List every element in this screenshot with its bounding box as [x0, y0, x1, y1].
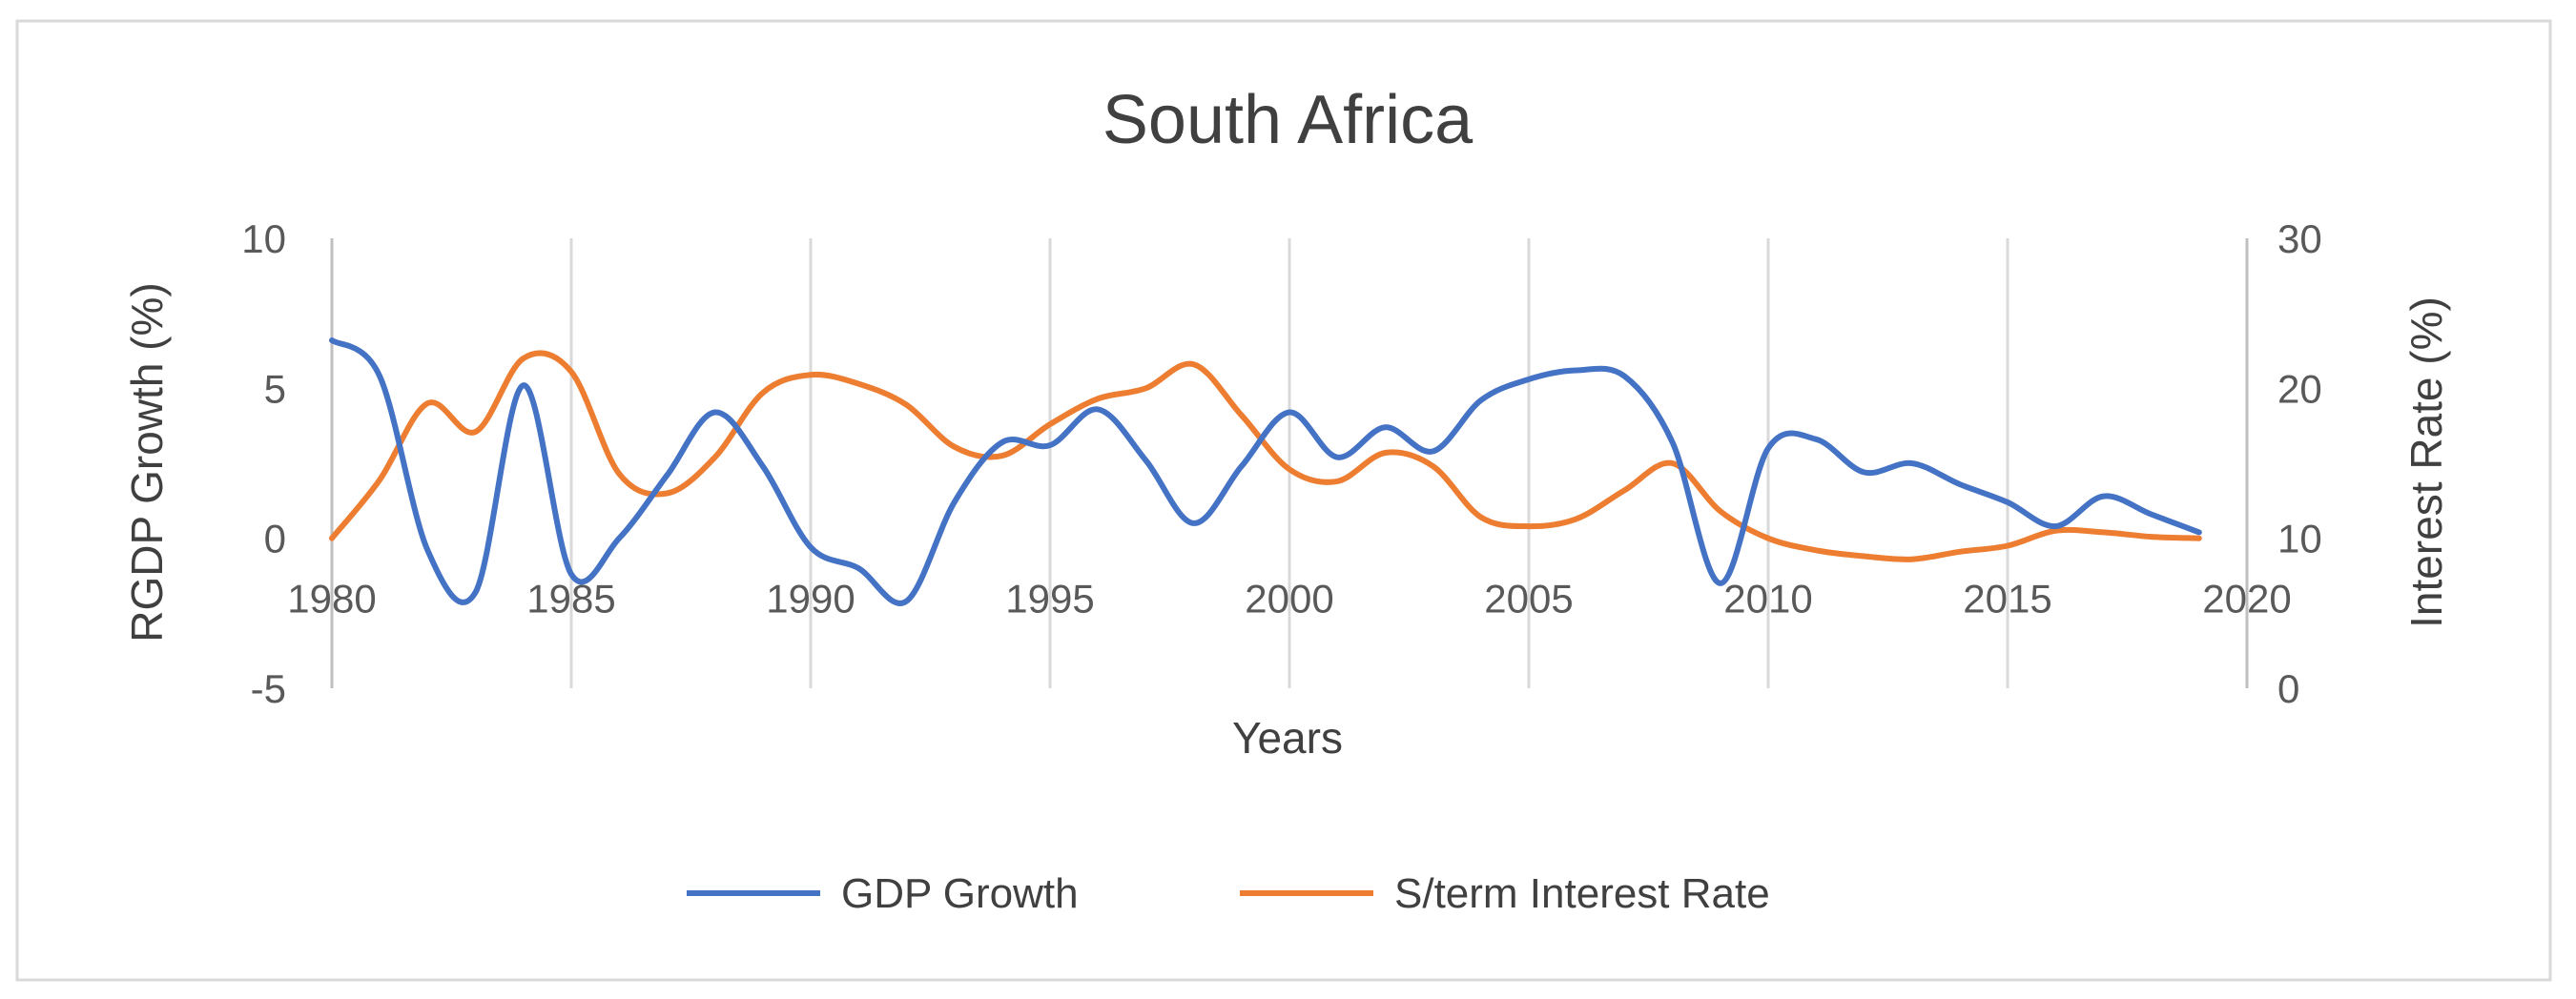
x-tick-label: 1995 — [1005, 577, 1094, 622]
x-tick-label: 1985 — [526, 577, 615, 622]
y-right-tick-label: 10 — [2277, 517, 2322, 561]
grid-lines — [569, 238, 2249, 688]
x-tick-label: 2020 — [2202, 577, 2291, 622]
y-left-tick-label: -5 — [251, 666, 286, 711]
y-right-tick-label: 20 — [2277, 366, 2322, 411]
x-tick-label: 2005 — [1484, 577, 1573, 622]
y-left-tick-labels: -5 0 5 10 — [241, 216, 286, 711]
y-left-tick-label: 5 — [264, 366, 286, 411]
x-tick-label: 2000 — [1245, 577, 1333, 622]
x-tick-label: 1990 — [766, 577, 855, 622]
series-line-interest-rate — [329, 350, 2202, 562]
y-right-tick-label: 30 — [2277, 216, 2322, 261]
y-right-tick-labels: 0 10 20 30 — [2277, 216, 2322, 711]
chart-title: South Africa — [1103, 82, 1473, 158]
x-tick-labels: 1980 1985 1990 1995 2000 2005 2010 2015 2020 — [287, 577, 2291, 622]
x-axis-title: Years — [1232, 713, 1343, 763]
y-left-tick-label: 10 — [241, 216, 286, 261]
axis-lines — [330, 238, 2249, 688]
series-line-gdp-growth — [329, 337, 2202, 606]
chart-border — [15, 19, 2552, 982]
x-tick-label: 2010 — [1723, 577, 1812, 622]
y-left-tick-label: 0 — [264, 517, 286, 561]
legend-label-gdp-growth: GDP Growth — [841, 870, 1079, 917]
y-axis-right-title: Interest Rate (%) — [2401, 296, 2451, 628]
y-right-tick-label: 0 — [2277, 666, 2299, 711]
x-tick-label: 1980 — [287, 577, 376, 622]
x-tick-label: 2015 — [1963, 577, 2051, 622]
y-axis-left-title: RGDP Growth (%) — [122, 282, 172, 642]
legend-label-interest-rate: S/term Interest Rate — [1394, 870, 1770, 917]
legend: GDP Growth S/term Interest Rate — [687, 870, 1770, 917]
series-lines — [329, 337, 2202, 606]
